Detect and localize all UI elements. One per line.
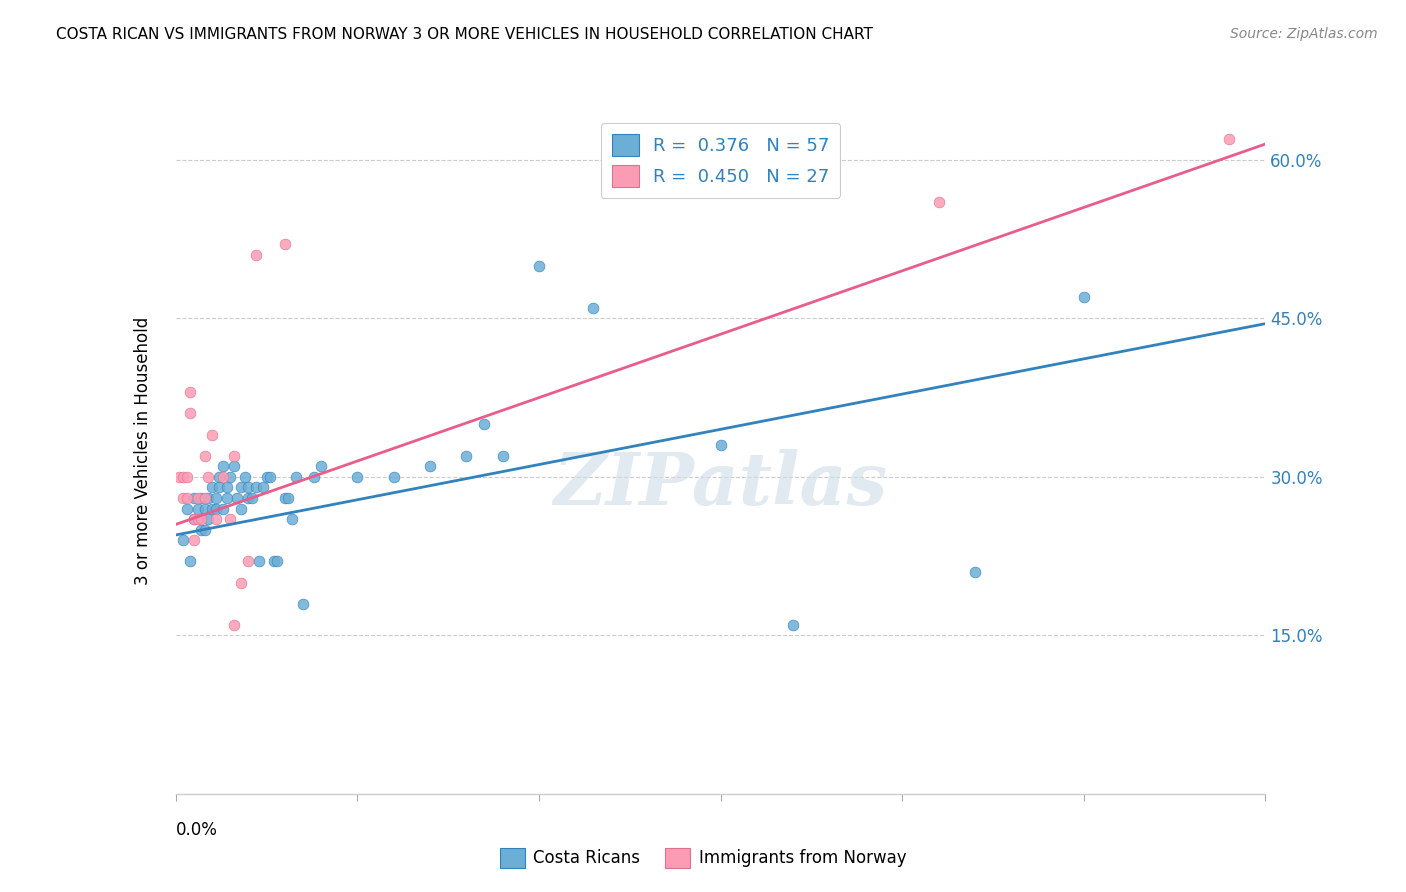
Point [245,480,267,494]
Point [382,470,405,484]
Point [456,449,478,463]
Point [183,512,205,526]
Point [281,512,304,526]
Point [172,470,194,484]
Point [238,554,260,568]
Point [176,501,198,516]
Point [204,501,226,516]
Text: COSTA RICAN VS IMMIGRANTS FROM NORWAY 3 OR MORE VEHICLES IN HOUSEHOLD CORRELATIO: COSTA RICAN VS IMMIGRANTS FROM NORWAY 3 … [56,27,873,42]
Point [492,449,515,463]
Point [245,248,267,262]
Point [197,512,219,526]
Text: ZIPatlas: ZIPatlas [554,450,887,520]
Point [582,301,605,315]
Point [263,554,285,568]
Point [222,617,245,632]
Text: Source: ZipAtlas.com: Source: ZipAtlas.com [1230,27,1378,41]
Point [240,491,263,505]
Point [194,449,217,463]
Point [710,438,733,452]
Point [183,491,205,505]
Point [208,470,231,484]
Point [212,470,235,484]
Point [291,597,314,611]
Point [222,449,245,463]
Point [256,470,278,484]
Point [963,565,986,579]
Point [259,470,281,484]
Point [176,470,198,484]
Point [215,480,238,494]
Point [212,501,235,516]
Point [183,512,205,526]
Point [346,470,368,484]
Point [176,491,198,505]
Point [274,491,297,505]
Point [222,459,245,474]
Point [201,501,224,516]
Point [277,491,299,505]
Point [179,407,201,421]
Point [194,491,217,505]
Point [266,554,288,568]
Point [201,427,224,442]
Point [284,470,307,484]
Point [928,195,950,210]
Point [212,459,235,474]
Point [190,491,212,505]
Point [231,575,253,590]
Point [231,480,253,494]
Point [197,491,219,505]
Point [782,617,804,632]
Point [252,480,274,494]
Point [1218,132,1240,146]
Point [219,512,242,526]
Point [238,491,260,505]
Point [190,523,212,537]
Point [226,491,249,505]
Point [179,554,201,568]
Point [194,523,217,537]
Point [172,533,194,548]
Point [204,512,226,526]
Point [233,470,256,484]
Point [527,259,550,273]
Point [419,459,441,474]
Point [186,491,209,505]
Point [302,470,325,484]
Point [219,470,242,484]
Point [179,385,201,400]
Point [204,491,226,505]
Legend: R =  0.376   N = 57, R =  0.450   N = 27: R = 0.376 N = 57, R = 0.450 N = 27 [600,123,841,198]
Point [247,554,270,568]
Point [309,459,332,474]
Point [231,501,253,516]
Point [1073,290,1095,304]
Point [474,417,496,431]
Legend: Costa Ricans, Immigrants from Norway: Costa Ricans, Immigrants from Norway [494,841,912,875]
Point [201,480,224,494]
Point [190,512,212,526]
Y-axis label: 3 or more Vehicles in Household: 3 or more Vehicles in Household [134,317,152,584]
Point [208,480,231,494]
Point [183,533,205,548]
Point [169,470,191,484]
Point [172,491,194,505]
Text: 0.0%: 0.0% [176,822,218,839]
Point [194,501,217,516]
Point [186,501,209,516]
Point [274,237,297,252]
Point [215,491,238,505]
Point [197,470,219,484]
Point [238,480,260,494]
Point [186,512,209,526]
